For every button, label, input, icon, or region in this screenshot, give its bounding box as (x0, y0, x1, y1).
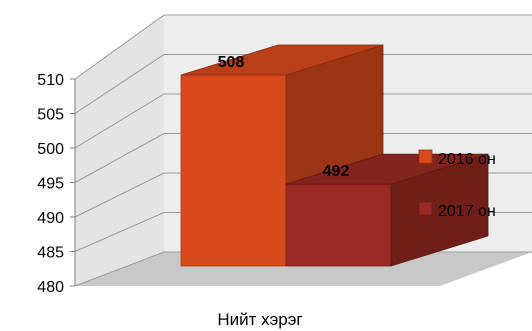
gridline (74, 133, 532, 183)
gridline (74, 14, 532, 80)
y-tick-label: 490 (37, 210, 64, 227)
data-label: 492 (323, 163, 350, 180)
y-tick-label: 510 (37, 72, 64, 89)
legend: 2016 он 2017 он (418, 149, 496, 220)
data-label: 508 (218, 54, 245, 71)
y-tick-label: 500 (37, 141, 64, 158)
y-tick-label: 495 (37, 176, 64, 193)
y-tick-label: 480 (37, 279, 64, 296)
legend-swatch (418, 201, 433, 216)
bars (180, 44, 489, 267)
category-label: Нийт хэрэг (217, 310, 302, 329)
legend-label: 2016 он (438, 151, 496, 168)
bar-front (180, 74, 287, 267)
gridline (74, 54, 532, 114)
data-labels: 508 492 (218, 54, 350, 180)
gridline (74, 93, 532, 149)
legend-swatch (418, 149, 433, 164)
y-tick-label: 485 (37, 245, 64, 262)
y-axis: 480 485 490 495 500 505 510 (37, 72, 75, 296)
legend-label: 2017 он (438, 203, 496, 220)
gridlines (74, 14, 532, 287)
bar-top (180, 44, 384, 76)
chart-side-wall (75, 15, 164, 286)
bar-front (285, 183, 392, 267)
bar-top (285, 153, 489, 185)
y-tick-label: 505 (37, 107, 64, 124)
